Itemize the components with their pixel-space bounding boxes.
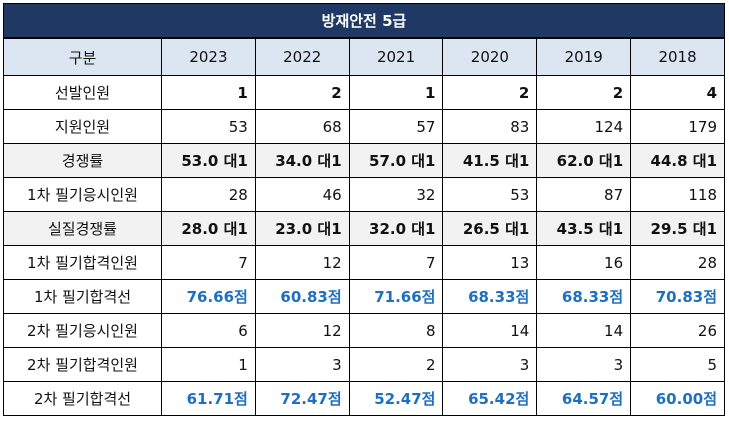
row-value-cell: 28 [161,177,256,212]
row-label: 1차 필기합격인원 [3,245,162,280]
table-row-written2-passed: 2차 필기합격인원 1 3 2 3 3 5 [3,347,725,382]
header-year-cell: 2023 [161,38,256,76]
row-value-cell: 7 [161,245,256,280]
row-value-cell: 124 [536,109,632,144]
row-label: 1차 필기합격선 [3,279,162,314]
row-value-cell: 61.71점 [161,381,256,416]
row-value-cell: 3 [254,347,350,382]
table-row-real-competition: 실질경쟁률 28.0 대1 23.0 대1 32.0 대1 26.5 대1 43.5 대1… [3,211,725,246]
row-value-cell: 71.66점 [348,279,444,314]
row-value-cell: 53 [161,109,256,144]
row-label: 2차 필기응시인원 [3,313,162,348]
row-value-cell: 64.57점 [536,381,632,416]
header-year-cell: 2022 [254,38,350,76]
row-value-cell: 68 [254,109,350,144]
table-row-written1-passed: 1차 필기합격인원 7 12 7 13 16 28 [3,245,725,280]
table-row-written1-cutoff: 1차 필기합격선 76.66점 60.83점 71.66점 68.33점 68.33점 70… [3,279,725,314]
row-value-cell: 6 [161,313,256,348]
table-row-written2-cutoff: 2차 필기합격선 61.71점 72.47점 52.47점 65.42점 64.57점 60… [3,381,725,416]
row-value-cell: 1 [161,75,256,110]
table-row-written2-takers: 2차 필기응시인원 6 12 8 14 14 26 [3,313,725,348]
row-value-cell: 41.5 대1 [442,143,538,178]
row-value-cell: 44.8 대1 [630,143,725,178]
row-label: 1차 필기응시인원 [3,177,162,212]
row-value-cell: 16 [536,245,632,280]
row-value-cell: 28.0 대1 [161,211,256,246]
header-label-cell: 구분 [3,38,162,76]
row-value-cell: 34.0 대1 [254,143,350,178]
row-value-cell: 12 [254,313,350,348]
row-value-cell: 2 [348,347,444,382]
row-value-cell: 23.0 대1 [254,211,350,246]
row-value-cell: 60.83점 [254,279,350,314]
row-value-cell: 4 [630,75,725,110]
header-year-cell: 2020 [442,38,538,76]
row-value-cell: 46 [254,177,350,212]
row-label: 경쟁률 [3,143,162,178]
row-value-cell: 57.0 대1 [348,143,444,178]
table-title: 방재안전 5급 [3,3,725,38]
row-value-cell: 52.47점 [348,381,444,416]
row-value-cell: 3 [442,347,538,382]
row-value-cell: 3 [536,347,632,382]
row-value-cell: 32.0 대1 [348,211,444,246]
row-value-cell: 26 [630,313,725,348]
row-value-cell: 7 [348,245,444,280]
header-year-cell: 2018 [630,38,725,76]
row-value-cell: 1 [161,347,256,382]
row-value-cell: 13 [442,245,538,280]
row-value-cell: 118 [630,177,725,212]
row-value-cell: 87 [536,177,632,212]
row-value-cell: 2 [254,75,350,110]
header-year-cell: 2021 [348,38,444,76]
row-value-cell: 12 [254,245,350,280]
row-value-cell: 28 [630,245,725,280]
row-value-cell: 1 [348,75,444,110]
row-value-cell: 5 [630,347,725,382]
table-row-competition: 경쟁률 53.0 대1 34.0 대1 57.0 대1 41.5 대1 62.0 대1 44… [3,143,725,178]
table-row-applicants: 지원인원 53 68 57 83 124 179 [3,109,725,144]
row-value-cell: 62.0 대1 [536,143,632,178]
row-label: 선발인원 [3,75,162,110]
header-row: 구분 2023 2022 2021 2020 2019 2018 [3,38,725,76]
row-label: 2차 필기합격선 [3,381,162,416]
row-value-cell: 53.0 대1 [161,143,256,178]
row-value-cell: 76.66점 [161,279,256,314]
row-value-cell: 70.83점 [630,279,725,314]
stats-table-container: 방재안전 5급 구분 2023 2022 2021 2020 2019 2018… [3,3,725,416]
row-value-cell: 8 [348,313,444,348]
row-value-cell: 68.33점 [536,279,632,314]
row-value-cell: 60.00점 [630,381,725,416]
row-value-cell: 57 [348,109,444,144]
row-value-cell: 32 [348,177,444,212]
row-value-cell: 14 [536,313,632,348]
table-body: 구분 2023 2022 2021 2020 2019 2018 선발인원 1 2 1… [3,38,725,416]
row-value-cell: 65.42점 [442,381,538,416]
row-value-cell: 72.47점 [254,381,350,416]
table-row-selected: 선발인원 1 2 1 2 2 4 [3,75,725,110]
row-label: 지원인원 [3,109,162,144]
row-value-cell: 14 [442,313,538,348]
exam-stats-table: 구분 2023 2022 2021 2020 2019 2018 선발인원 1 2 1… [3,38,725,416]
row-value-cell: 179 [630,109,725,144]
row-label: 실질경쟁률 [3,211,162,246]
row-value-cell: 53 [442,177,538,212]
row-value-cell: 68.33점 [442,279,538,314]
table-row-written1-takers: 1차 필기응시인원 28 46 32 53 87 118 [3,177,725,212]
row-value-cell: 83 [442,109,538,144]
row-value-cell: 29.5 대1 [630,211,725,246]
row-value-cell: 43.5 대1 [536,211,632,246]
row-label: 2차 필기합격인원 [3,347,162,382]
header-year-cell: 2019 [536,38,632,76]
row-value-cell: 26.5 대1 [442,211,538,246]
row-value-cell: 2 [442,75,538,110]
row-value-cell: 2 [536,75,632,110]
